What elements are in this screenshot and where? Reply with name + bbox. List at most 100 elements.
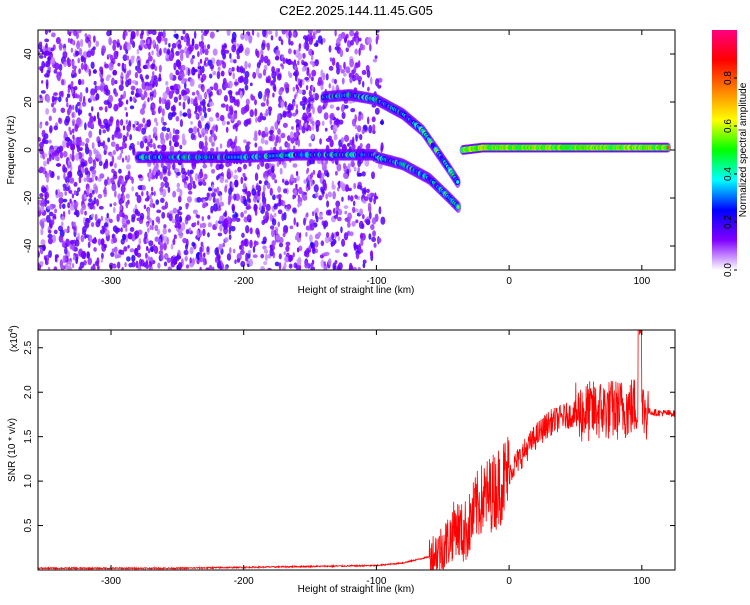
noise-speckle <box>154 236 160 242</box>
noise-speckle <box>283 228 288 234</box>
noise-speckle <box>255 227 260 235</box>
noise-speckle <box>366 116 370 125</box>
noise-speckle <box>220 103 226 108</box>
spectrogram-y-label: Frequency (Hz) <box>6 116 17 185</box>
noise-speckle <box>125 193 130 199</box>
noise-speckle <box>111 168 115 174</box>
noise-speckle <box>353 182 357 189</box>
noise-speckle <box>47 266 51 270</box>
noise-speckle <box>315 207 319 214</box>
noise-speckle <box>369 76 373 85</box>
x-tick-label: 0 <box>506 276 512 287</box>
noise-speckle <box>282 122 288 128</box>
noise-speckle <box>63 61 67 67</box>
noise-streak <box>125 119 129 125</box>
noise-streak <box>146 190 149 196</box>
noise-streak <box>150 95 153 101</box>
noise-speckle <box>38 41 43 47</box>
noise-speckle <box>259 202 262 211</box>
noise-speckle <box>260 48 264 57</box>
noise-speckle <box>277 128 281 135</box>
noise-speckle <box>252 254 258 259</box>
noise-speckle <box>297 256 302 264</box>
noise-speckle <box>77 57 80 64</box>
noise-speckle <box>273 212 277 218</box>
noise-speckle <box>179 49 185 54</box>
noise-speckle <box>167 228 171 233</box>
noise-speckle <box>297 89 303 94</box>
colorbar-gradient <box>712 30 737 270</box>
noise-speckle <box>348 267 352 270</box>
noise-streak <box>152 169 155 175</box>
noise-speckle <box>189 246 194 255</box>
noise-speckle <box>351 220 356 227</box>
noise-speckle <box>51 234 57 243</box>
noise-speckle <box>138 238 142 245</box>
noise-speckle <box>290 61 295 65</box>
y-tick-label: 0.5 <box>23 518 34 532</box>
noise-speckle <box>289 225 294 230</box>
noise-speckle <box>113 50 119 60</box>
noise-speckle <box>190 176 194 185</box>
noise-speckle <box>53 266 58 270</box>
noise-speckle <box>295 108 299 115</box>
noise-streak <box>121 249 125 255</box>
noise-speckle <box>41 187 47 193</box>
noise-speckle <box>176 134 180 140</box>
x-tick-label: 100 <box>633 576 650 587</box>
noise-speckle <box>105 76 110 82</box>
noise-speckle <box>218 243 223 251</box>
noise-speckle <box>173 30 177 34</box>
noise-speckle <box>163 261 168 267</box>
noise-speckle <box>78 78 82 85</box>
noise-streak <box>120 71 124 77</box>
noise-speckle <box>236 98 240 108</box>
noise-speckle <box>100 215 104 222</box>
noise-speckle <box>275 234 281 241</box>
x-tick-label: -100 <box>366 276 386 287</box>
noise-speckle <box>187 67 191 77</box>
noise-speckle <box>38 50 41 57</box>
noise-speckle <box>98 205 104 210</box>
noise-speckle <box>347 212 353 220</box>
noise-speckle <box>129 248 135 253</box>
noise-speckle <box>48 250 52 259</box>
noise-speckle <box>287 70 291 77</box>
noise-streak <box>199 266 202 270</box>
noise-speckle <box>265 253 268 262</box>
x-tick-label: -200 <box>234 276 254 287</box>
noise-speckle <box>264 162 270 170</box>
noise-speckle <box>155 43 159 52</box>
noise-speckle <box>283 161 287 169</box>
noise-speckle <box>87 41 92 49</box>
noise-speckle <box>144 81 150 87</box>
noise-speckle <box>63 47 67 52</box>
noise-speckle <box>124 106 128 111</box>
noise-speckle <box>107 101 113 109</box>
noise-speckle <box>241 108 244 114</box>
noise-speckle <box>45 42 48 49</box>
noise-speckle <box>90 106 94 112</box>
noise-speckle <box>58 42 63 51</box>
noise-speckle <box>285 142 291 148</box>
noise-speckle <box>65 115 71 123</box>
noise-speckle <box>95 220 101 228</box>
noise-streak <box>68 31 72 37</box>
noise-speckle <box>286 135 291 142</box>
noise-streak <box>311 259 315 265</box>
noise-speckle <box>158 31 162 39</box>
noise-streak <box>310 55 314 61</box>
noise-speckle <box>245 225 250 234</box>
noise-speckle <box>86 187 90 196</box>
noise-speckle <box>88 234 93 243</box>
noise-speckle <box>254 172 259 181</box>
noise-speckle <box>69 190 73 195</box>
noise-speckle <box>194 172 199 182</box>
noise-speckle <box>357 37 362 42</box>
noise-streak <box>203 60 207 66</box>
noise-speckle <box>260 266 265 270</box>
noise-speckle <box>341 77 345 85</box>
noise-speckle <box>131 261 136 268</box>
noise-streak <box>145 246 149 252</box>
noise-speckle <box>127 30 132 33</box>
